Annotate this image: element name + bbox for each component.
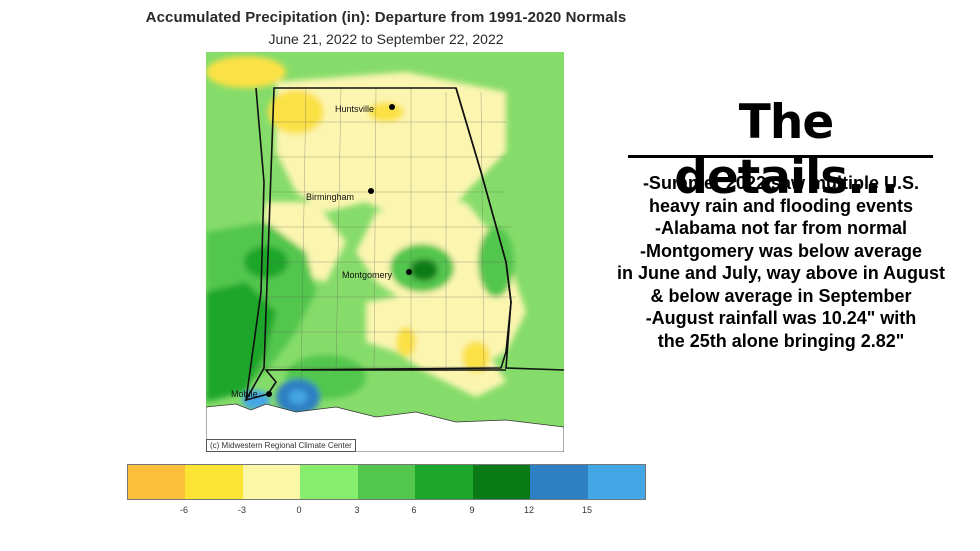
city-label-huntsville: Huntsville bbox=[335, 104, 375, 114]
legend-color-bar bbox=[127, 464, 646, 500]
map-title: Accumulated Precipitation (in): Departur… bbox=[145, 9, 627, 26]
details-line: the 25th alone bringing 2.82" bbox=[657, 330, 905, 351]
details-line: -Summer 2022 saw multiple U.S. bbox=[642, 173, 920, 193]
extreme-wet-core bbox=[289, 390, 307, 404]
legend-tick: 6 bbox=[411, 505, 417, 515]
legend-tick: 12 bbox=[523, 505, 535, 515]
city-label-montgomery: Montgomery bbox=[342, 270, 393, 280]
mississippi-border bbox=[245, 87, 265, 401]
legend-swatch bbox=[587, 465, 645, 499]
legend-tick: -3 bbox=[237, 505, 247, 515]
precipitation-map: Huntsville Birmingham Montgomery Mobile bbox=[206, 52, 564, 452]
legend-swatch bbox=[242, 465, 301, 499]
dry-patch-south-a bbox=[396, 327, 416, 357]
details-line: in June and July, way above in August bbox=[616, 263, 946, 283]
details-list: -Summer 2022 saw multiple U.S. heavy rai… bbox=[588, 172, 974, 352]
legend-swatch bbox=[472, 465, 531, 499]
birmingham-marker bbox=[368, 188, 374, 194]
map-credit: (c) Midwestern Regional Climate Center bbox=[206, 439, 356, 452]
legend-swatch bbox=[357, 465, 416, 499]
montgomery-marker bbox=[406, 269, 412, 275]
huntsville-marker bbox=[389, 104, 395, 110]
details-line: -Montgomery was below average bbox=[639, 240, 923, 261]
mobile-marker bbox=[266, 391, 272, 397]
city-label-birmingham: Birmingham bbox=[306, 192, 355, 202]
georgia-border bbox=[455, 87, 564, 371]
details-line: -August rainfall was 10.24" with bbox=[645, 308, 917, 328]
county-lines bbox=[246, 86, 516, 383]
dry-patch-north bbox=[268, 90, 324, 134]
map-subtitle: June 21, 2022 to September 22, 2022 bbox=[268, 31, 504, 47]
legend-tick: 0 bbox=[296, 505, 302, 515]
legend-tick: -6 bbox=[179, 505, 189, 515]
dry-patch-south-b bbox=[462, 341, 490, 373]
legend-swatch bbox=[128, 465, 186, 499]
legend-tick: 15 bbox=[581, 505, 593, 515]
details-heading: The details... bbox=[674, 95, 898, 205]
details-line: & below average in September bbox=[650, 285, 912, 306]
legend-tick-labels: -6 -3 0 3 6 9 12 15 bbox=[127, 505, 644, 519]
legend-swatch bbox=[530, 465, 588, 499]
details-line: -Alabama not far from normal bbox=[654, 218, 908, 238]
dry-patch-northwest bbox=[206, 56, 286, 88]
heading-underline bbox=[628, 155, 933, 158]
very-wet-region-montgomery bbox=[410, 259, 438, 281]
legend-swatch bbox=[300, 465, 358, 499]
legend-swatch bbox=[185, 465, 243, 499]
legend-tick: 3 bbox=[354, 505, 360, 515]
city-label-mobile: Mobile bbox=[231, 389, 258, 399]
details-line: heavy rain and flooding events bbox=[648, 195, 914, 216]
legend-swatch bbox=[415, 465, 473, 499]
legend-tick: 9 bbox=[469, 505, 475, 515]
